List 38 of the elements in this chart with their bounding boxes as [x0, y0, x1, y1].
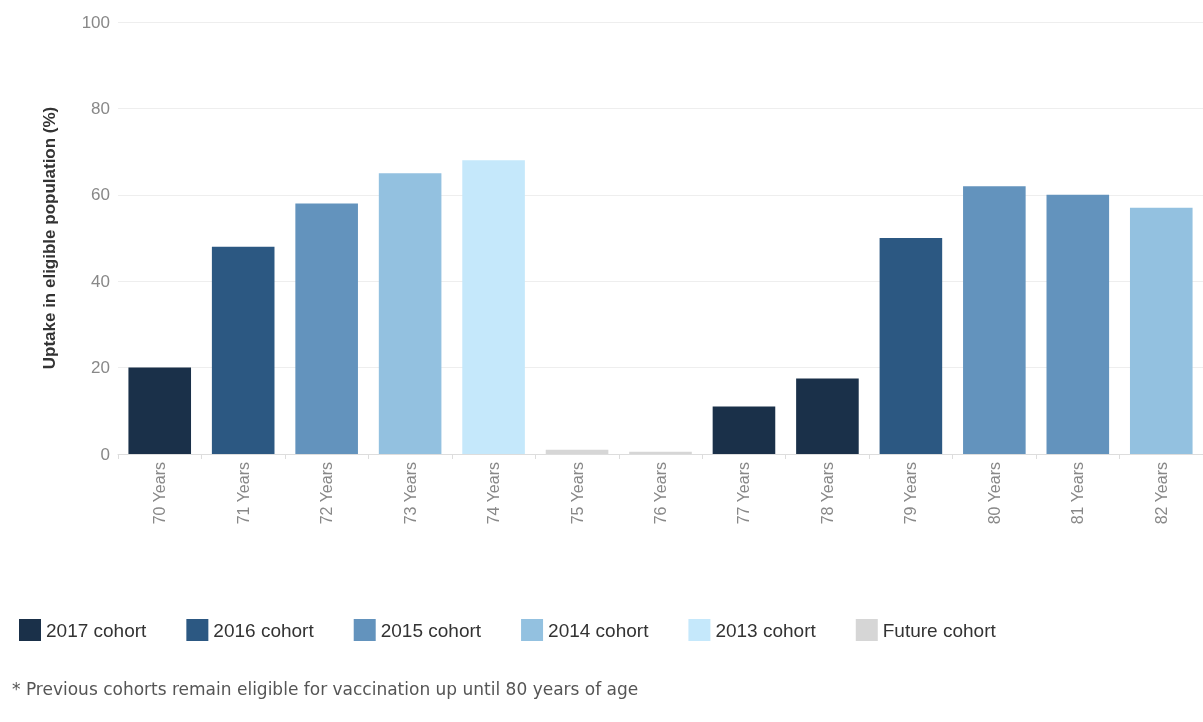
- legend-label: 2015 cohort: [380, 619, 482, 641]
- y-tick-label: 20: [91, 358, 110, 378]
- x-tick-label: 72 Years: [318, 462, 336, 525]
- x-tick-label: 75 Years: [568, 462, 586, 525]
- bar: [462, 160, 525, 454]
- x-tick-label: 80 Years: [985, 462, 1003, 525]
- bar: [211, 246, 275, 454]
- bar: [1129, 207, 1193, 454]
- y-axis-title: Uptake in eligible population (%): [40, 106, 59, 370]
- x-tick-label: 78 Years: [818, 462, 836, 525]
- bar: [879, 238, 943, 454]
- bar: [128, 367, 192, 454]
- bar: [378, 173, 442, 454]
- y-tick-label: 80: [91, 98, 110, 118]
- y-tick-label: 60: [91, 185, 110, 205]
- x-tick-label: 76 Years: [652, 462, 669, 525]
- y-tick-label: 100: [81, 12, 110, 32]
- legend-label: 2013 cohort: [715, 619, 817, 641]
- legend-label: 2016 cohort: [213, 619, 315, 641]
- text: * Previous cohorts remain eligible for vaccination up until 80 years of age: [12, 678, 639, 699]
- bar: [295, 203, 358, 454]
- x-tick-label: 82 Years: [1152, 462, 1170, 525]
- legend-label: 2017 cohort: [46, 619, 148, 641]
- y-tick-label: 0: [100, 444, 110, 464]
- legend-label: 2014 cohort: [548, 619, 650, 641]
- x-tick-label: 81 Years: [1069, 462, 1087, 525]
- x-tick-label: 77 Years: [735, 462, 753, 525]
- x-tick-label: 79 Years: [902, 462, 920, 525]
- x-tick-label: 74 Years: [485, 462, 503, 525]
- bar: [796, 378, 859, 454]
- legend-label: Future cohort: [882, 619, 997, 641]
- x-tick-label: 70 Years: [151, 462, 169, 525]
- bar: [963, 186, 1026, 454]
- x-tick-label: 73 Years: [401, 462, 419, 525]
- y-tick-label: 40: [91, 271, 110, 291]
- bar: [1046, 194, 1110, 454]
- x-tick-label: 71 Years: [234, 462, 252, 525]
- bar: [712, 406, 776, 454]
